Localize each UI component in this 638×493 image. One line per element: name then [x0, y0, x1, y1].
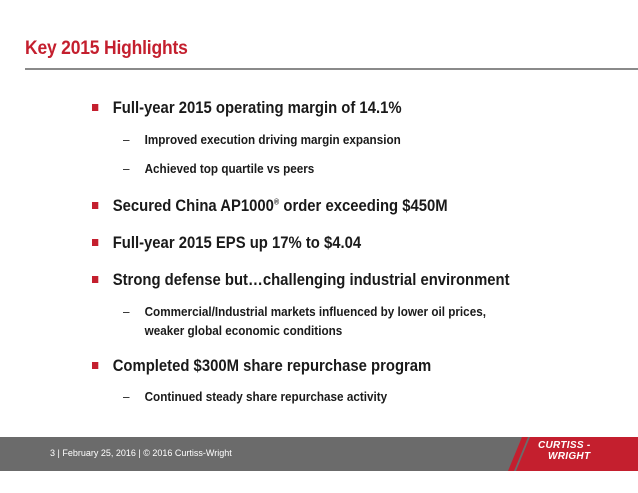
dash-marker: – — [123, 304, 130, 319]
bullet-square-icon — [92, 362, 99, 369]
bullet-text-part2: order exceeding $450M — [279, 197, 448, 215]
bullet-square-icon — [92, 239, 99, 246]
sub-bullet-text: Achieved top quartile vs peers — [144, 161, 315, 176]
bullet-text: Full-year 2015 EPS up 17% to $4.04 — [112, 234, 362, 252]
logo-line-1: CURTISS - — [538, 440, 591, 451]
bullet-text: Strong defense but…challenging industria… — [112, 271, 510, 289]
dash-marker: – — [123, 389, 130, 404]
sub-bullet-text: Improved execution driving margin expans… — [144, 132, 401, 147]
bullet-text: Full-year 2015 operating margin of 14.1% — [112, 99, 402, 117]
logo-badge — [508, 437, 638, 471]
footer-text: 3 | February 25, 2016 | © 2016 Curtiss-W… — [50, 448, 232, 458]
bullet-square-icon — [92, 276, 99, 283]
slide-title: Key 2015 Highlights — [25, 38, 188, 59]
bullet-text: Secured China AP1000® order exceeding $4… — [113, 196, 448, 216]
dash-marker: – — [123, 132, 130, 147]
sub-bullet-text-line2: weaker global economic conditions — [144, 323, 343, 338]
bullet-square-icon — [92, 104, 99, 111]
company-logo: CURTISS - WRIGHT — [538, 440, 628, 462]
registered-mark: ® — [273, 197, 280, 207]
sub-bullet-text: Commercial/Industrial markets influenced… — [144, 304, 486, 319]
bullet-text: Completed $300M share repurchase program — [112, 357, 432, 375]
dash-marker: – — [123, 161, 130, 176]
bullet-square-icon — [92, 202, 99, 209]
sub-bullet-text: Continued steady share repurchase activi… — [144, 389, 388, 404]
bullet-text-part1: Secured China AP1000 — [112, 197, 274, 215]
title-divider — [25, 68, 638, 70]
logo-line-2: WRIGHT — [548, 451, 591, 462]
